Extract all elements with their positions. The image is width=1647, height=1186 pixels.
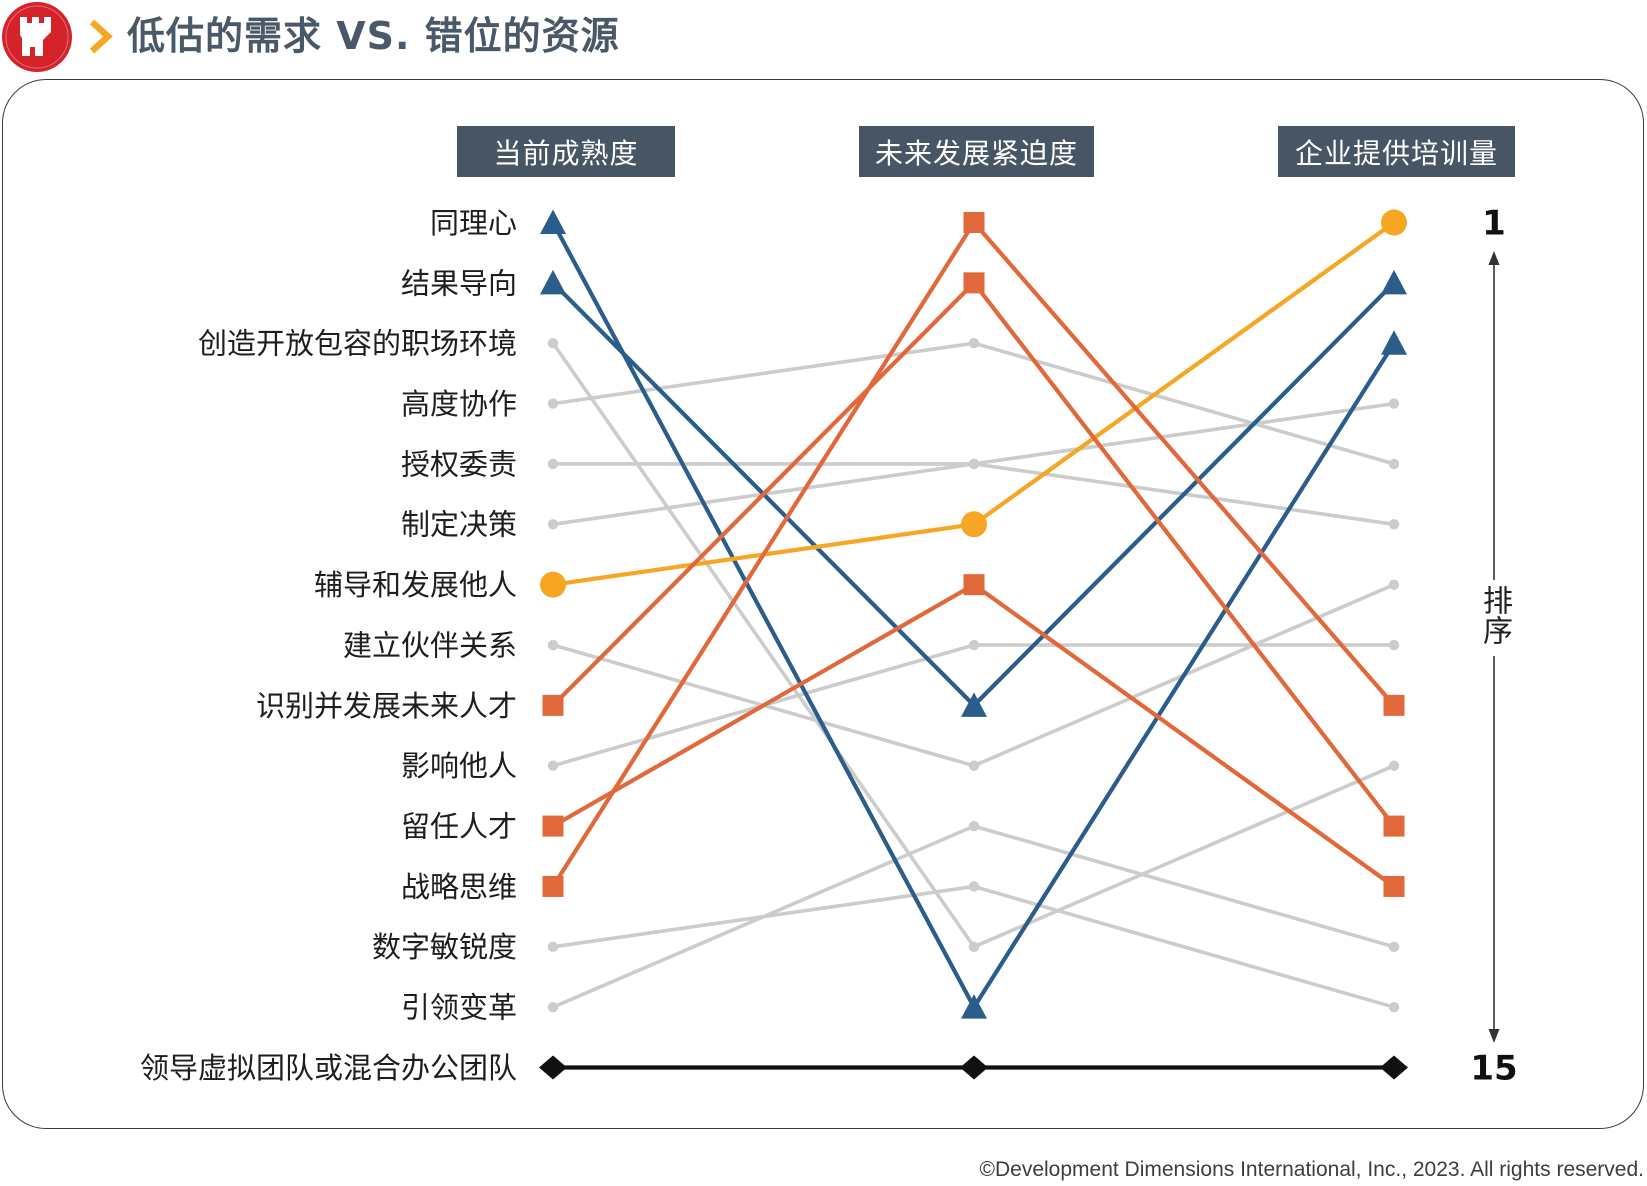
row-label-9: 识别并发展未来人才: [256, 689, 517, 723]
data-point-2-2: [961, 692, 987, 717]
data-point-9-2: [963, 272, 985, 294]
row-label-6: 制定决策: [401, 508, 517, 542]
data-point-12-2: [963, 212, 985, 233]
series-line-8: [552, 583, 1395, 768]
rank-axis-label: 排序: [1477, 585, 1512, 645]
chevron-right-icon: [89, 19, 113, 54]
data-point-3-2: [968, 941, 980, 953]
data-point-5-3: [1388, 519, 1400, 530]
data-point-1-3: [1381, 330, 1407, 355]
data-point-4-3: [1388, 458, 1400, 470]
row-label-4: 高度协作: [401, 387, 517, 421]
column-header-training-volume: 企业提供培训量: [1278, 126, 1515, 177]
data-point-10-1: [547, 760, 559, 771]
data-point-14-3: [1388, 941, 1400, 953]
data-point-11-1: [542, 815, 564, 837]
data-point-6-2: [968, 458, 980, 470]
row-label-13: 数字敏锐度: [372, 930, 517, 964]
data-point-markers-layer: [539, 209, 1408, 1080]
data-point-10-2: [968, 639, 980, 651]
data-point-4-2: [968, 338, 980, 349]
data-point-12-3: [1383, 694, 1405, 716]
row-label-5: 授权委责: [401, 447, 517, 481]
row-label-11: 留任人才: [401, 810, 517, 844]
data-point-7-2: [961, 511, 987, 538]
column-header-current-maturity: 当前成熟度: [457, 126, 675, 177]
data-point-13-2: [968, 881, 980, 892]
data-point-9-1: [542, 694, 564, 716]
data-point-4-1: [547, 398, 559, 409]
data-point-9-3: [1383, 815, 1405, 837]
rank-axis: 1 15: [1470, 204, 1517, 1089]
rank-axis-top-tick: 1: [1482, 204, 1506, 244]
series-line-9: [551, 280, 1396, 828]
data-point-14-2: [968, 820, 980, 832]
data-point-3-3: [1388, 760, 1400, 771]
row-label-10: 影响他人: [401, 749, 517, 783]
chart-title: 低估的需求 VS. 错位的资源: [127, 14, 620, 58]
data-point-13-1: [547, 941, 559, 953]
copyright-notice: ©Development Dimensions International, I…: [979, 1158, 1644, 1181]
data-point-11-3: [1383, 875, 1405, 897]
row-label-2: 结果导向: [401, 266, 517, 300]
series-line-4: [552, 341, 1395, 466]
data-point-8-2: [968, 760, 980, 771]
data-point-10-3: [1388, 639, 1400, 651]
series-line-14: [552, 824, 1395, 1009]
data-point-14-1: [547, 1001, 559, 1013]
arrow-up-icon: [1488, 251, 1500, 265]
data-point-8-1: [547, 639, 559, 651]
arrow-down-icon: [1488, 1029, 1500, 1043]
series-line-12: [551, 220, 1396, 888]
data-point-2-3: [1381, 269, 1407, 295]
castle-logo-icon: [2, 2, 72, 72]
row-label-1: 同理心: [430, 206, 517, 240]
data-point-2-1: [540, 269, 566, 295]
column-header-future-urgency: 未来发展紧迫度: [859, 126, 1094, 177]
data-point-13-3: [1388, 1001, 1400, 1013]
data-point-11-2: [963, 574, 985, 596]
row-labels-layer: 同理心结果导向创造开放包容的职场环境高度协作授权委责制定决策辅导和发展他人建立伙…: [140, 206, 517, 1085]
row-label-15: 领导虚拟团队或混合办公团队: [140, 1051, 517, 1085]
chart-frame: [2, 79, 1644, 1129]
data-point-1-1: [540, 209, 566, 234]
data-point-6-3: [1388, 398, 1400, 409]
row-label-8: 建立伙伴关系: [343, 628, 517, 662]
row-label-7: 辅导和发展他人: [314, 568, 517, 602]
rank-axis-bottom-tick: 15: [1470, 1049, 1517, 1089]
data-point-15-1: [539, 1055, 567, 1080]
data-point-5-1: [547, 458, 559, 470]
data-point-3-1: [547, 338, 559, 349]
data-point-12-1: [542, 875, 564, 897]
data-point-15-2: [960, 1055, 988, 1080]
row-label-14: 引领变革: [401, 991, 517, 1025]
data-point-15-3: [1380, 1055, 1408, 1080]
data-point-8-3: [1388, 579, 1400, 590]
series-line-11: [551, 582, 1396, 889]
data-point-7-1: [540, 571, 566, 598]
data-point-7-3: [1381, 209, 1407, 236]
row-label-3: 创造开放包容的职场环境: [198, 327, 517, 361]
data-point-1-2: [961, 994, 987, 1019]
row-label-12: 战略思维: [401, 870, 517, 904]
data-point-6-1: [547, 519, 559, 530]
